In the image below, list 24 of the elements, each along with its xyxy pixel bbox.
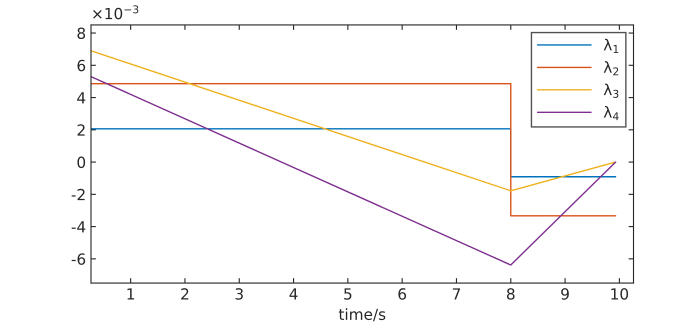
x-tick-label: 2 xyxy=(181,288,188,300)
x-tick-label: 1 xyxy=(127,288,134,300)
y-tick-label: 4 xyxy=(77,92,86,104)
y-tick-label: 0 xyxy=(77,156,86,168)
x-tick-label: 4 xyxy=(289,288,298,300)
y-tick-label: 8 xyxy=(77,28,86,40)
legend-label: λ$_{3}$ xyxy=(604,84,618,98)
x-tick-label: 6 xyxy=(398,288,406,300)
y-tick-label: -4 xyxy=(72,221,86,232)
legend-label: λ$_{2}$ xyxy=(604,61,618,76)
x-axis-title: time/s xyxy=(338,308,386,322)
y-tick-label: -2 xyxy=(72,188,85,200)
x-tick-label: 5 xyxy=(344,288,352,300)
y-tick-label: -6 xyxy=(72,253,86,265)
x-tick-label: 9 xyxy=(561,288,569,300)
legend-label: λ$_{1}$ xyxy=(604,38,618,53)
legend-label: λ$_{4}$ xyxy=(604,106,619,120)
x-tick-label: 8 xyxy=(506,288,515,300)
text: ×10$^{−3}$ xyxy=(93,5,138,20)
x-tick-label: 7 xyxy=(452,288,460,300)
x-tick-label: 3 xyxy=(236,288,243,300)
x-tick-label: 10 xyxy=(611,288,628,300)
y-tick-label: 6 xyxy=(77,60,86,72)
y-tick-label: 2 xyxy=(78,124,85,136)
